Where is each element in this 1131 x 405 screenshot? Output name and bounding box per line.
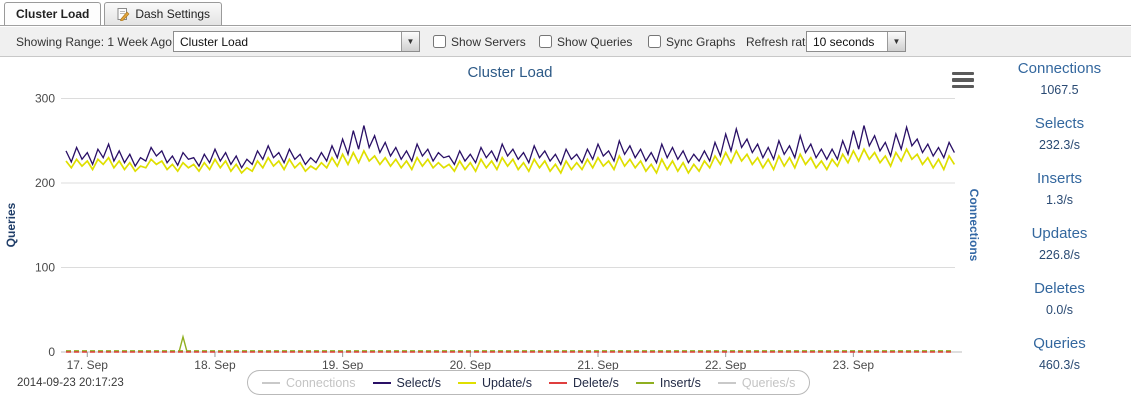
refresh-rate-label: Refresh rate: — [746, 34, 816, 49]
show-queries-option[interactable]: Show Queries — [539, 27, 632, 56]
stat-connections: Connections 1067.5 — [988, 58, 1131, 100]
series-select-s — [65, 124, 955, 170]
stat-label: Selects — [1034, 115, 1085, 132]
legend-item-connections[interactable]: Connections — [262, 376, 356, 390]
y-axis-label-connections: Connections — [967, 189, 981, 262]
legend-label: Queries/s — [741, 375, 796, 390]
legend-dash-icon — [457, 381, 476, 384]
legend-dash-icon — [549, 381, 567, 384]
chart-legend: Connections Select/s Update/s Delete/s Inser… — [247, 370, 811, 395]
series-spike — [178, 334, 188, 352]
stat-label: Deletes — [1034, 280, 1085, 297]
sync-graphs-checkbox[interactable] — [648, 35, 661, 48]
legend-item-delete-s[interactable]: Delete/s — [549, 376, 619, 390]
stat-inserts: Inserts 1.3/s — [988, 168, 1131, 210]
refresh-rate-select[interactable]: 10 seconds ▼ — [806, 31, 906, 52]
stat-value: 0.0/s — [1045, 303, 1074, 317]
legend-dash-icon — [635, 381, 654, 384]
stat-selects: Selects 232.3/s — [988, 113, 1131, 155]
graph-select[interactable]: Cluster Load ▼ — [173, 31, 420, 52]
chevron-down-icon: ▼ — [887, 32, 905, 51]
x-tick-label: 20. Sep — [450, 358, 492, 372]
chart-title: Cluster Load — [467, 64, 553, 81]
legend-label: Update/s — [481, 375, 532, 390]
legend-dash-icon — [262, 381, 280, 384]
legend-item-insert-s[interactable]: Insert/s — [635, 375, 701, 390]
x-tick-label: 22. Sep — [705, 358, 747, 372]
stats-sidebar: Connections 1067.5 Selects 232.3/s Inser… — [988, 58, 1131, 388]
x-tick-label: 18. Sep — [194, 358, 236, 372]
show-servers-label: Show Servers — [451, 34, 526, 49]
series-update-s — [65, 147, 956, 175]
y-axis-label-queries: Queries — [4, 202, 18, 247]
legend-dash-icon — [372, 381, 391, 384]
x-tick-label: 21. Sep — [577, 358, 619, 372]
x-tick-label: 17. Sep — [67, 358, 109, 372]
graph-select-value: Cluster Load — [180, 34, 249, 49]
legend-item-queries-s[interactable]: Queries/s — [717, 375, 796, 390]
stat-value: 226.8/s — [1038, 248, 1080, 262]
cluster-load-chart[interactable]: 0 100 200 300 17. Sep 18. Sep 19. Sep 20. Sep 21… — [0, 85, 990, 385]
y-tick-label: 0 — [48, 345, 55, 359]
stat-label: Inserts — [1036, 170, 1082, 187]
legend-item-update-s[interactable]: Update/s — [457, 375, 532, 390]
y-tick-label: 100 — [35, 261, 55, 275]
tab-dash-settings[interactable]: Dash Settings — [104, 2, 223, 25]
show-servers-option[interactable]: Show Servers — [433, 27, 526, 56]
legend-dash-icon — [717, 381, 736, 384]
sync-graphs-option[interactable]: Sync Graphs — [648, 27, 735, 56]
tab-dash-settings-label: Dash Settings — [135, 7, 211, 21]
stat-updates: Updates 226.8/s — [988, 223, 1131, 265]
dash-settings-icon — [116, 7, 130, 21]
x-tick-label: 19. Sep — [322, 358, 364, 372]
show-queries-label: Show Queries — [557, 34, 633, 49]
showing-range-dropdown[interactable]: Showing Range: 1 Week Ago ▼ — [16, 27, 184, 56]
refresh-rate-value: 10 seconds — [813, 34, 875, 49]
x-tick-label: 23. Sep — [833, 358, 875, 372]
stat-label: Queries — [1033, 335, 1086, 352]
chevron-down-icon: ▼ — [401, 32, 419, 51]
tab-cluster-load-label: Cluster Load — [16, 7, 90, 21]
show-queries-checkbox[interactable] — [539, 35, 552, 48]
showing-range-label: Showing Range: 1 Week Ago — [16, 34, 172, 49]
stat-value: 232.3/s — [1038, 138, 1080, 152]
stat-queries: Queries 460.3/s — [988, 333, 1131, 375]
toolbar: Showing Range: 1 Week Ago ▼ Cluster Load… — [0, 27, 1131, 57]
show-servers-checkbox[interactable] — [433, 35, 446, 48]
stat-value: 460.3/s — [1038, 358, 1080, 372]
tab-bar: Cluster Load Dash Settings — [0, 0, 1131, 26]
tab-cluster-load[interactable]: Cluster Load — [4, 2, 102, 25]
legend-item-select-s[interactable]: Select/s — [372, 375, 441, 390]
legend-label: Insert/s — [659, 375, 701, 390]
current-timestamp: 2014-09-23 20:17:23 — [17, 377, 124, 389]
stat-value: 1.3/s — [1045, 193, 1074, 207]
stat-label: Updates — [1031, 225, 1088, 242]
legend-label: Connections — [286, 375, 356, 390]
chart-menu-icon[interactable] — [952, 72, 976, 89]
stat-deletes: Deletes 0.0/s — [988, 278, 1131, 320]
legend-label: Delete/s — [573, 375, 619, 390]
legend-label: Select/s — [396, 375, 441, 390]
y-tick-label: 200 — [35, 176, 55, 190]
sync-graphs-label: Sync Graphs — [666, 34, 736, 49]
stat-label: Connections — [1017, 60, 1102, 77]
stat-value: 1067.5 — [1040, 83, 1079, 97]
y-tick-label: 300 — [35, 92, 55, 106]
